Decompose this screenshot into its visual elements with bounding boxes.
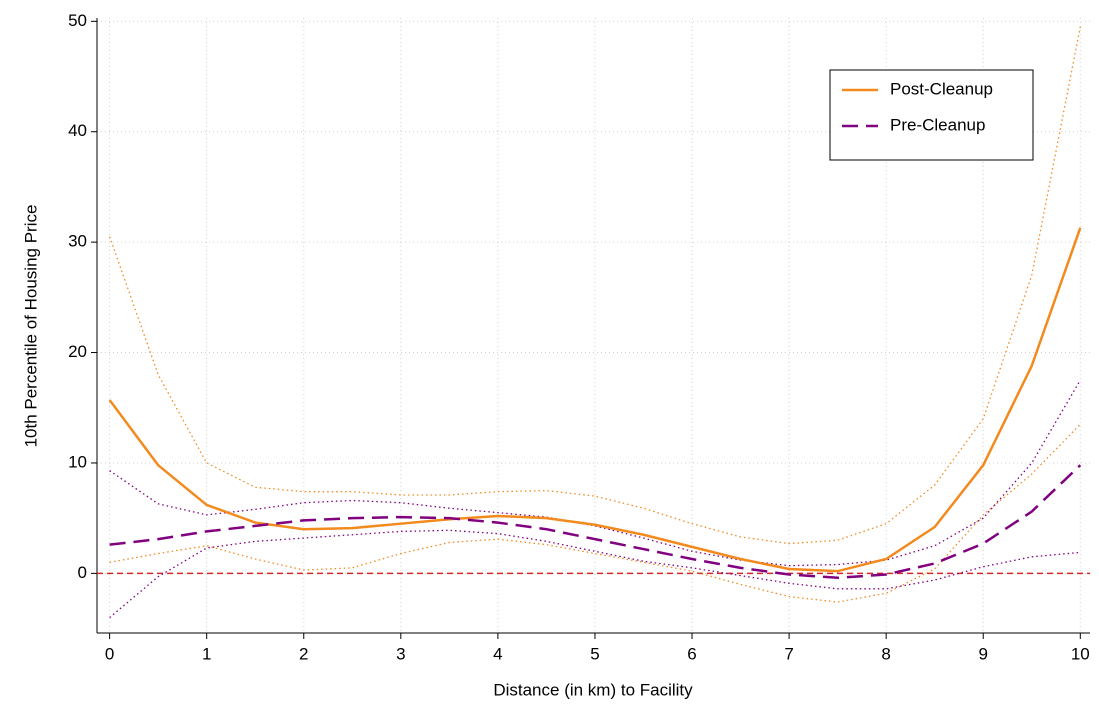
y-tick-label: 20 <box>68 342 87 361</box>
series-line <box>109 529 1081 619</box>
y-axis-label: 10th Percentile of Housing Price <box>21 205 40 448</box>
x-tick-label: 6 <box>687 644 696 663</box>
x-tick-label: 0 <box>105 644 114 663</box>
legend-label: Pre-Cleanup <box>890 115 985 134</box>
legend: Post-Cleanup Pre-Cleanup <box>829 69 1034 161</box>
x-tick-label: 10 <box>1071 644 1090 663</box>
x-axis-label: Distance (in km) to Facility <box>493 680 693 699</box>
series-line <box>109 379 1081 567</box>
x-tick-label: 5 <box>590 644 599 663</box>
x-tick-label: 2 <box>299 644 308 663</box>
x-tick-label: 3 <box>396 644 405 663</box>
y-tick-label: 0 <box>78 563 87 582</box>
x-tick-label: 9 <box>978 644 987 663</box>
y-tick-label: 50 <box>68 11 87 30</box>
legend-label: Post-Cleanup <box>890 79 993 98</box>
x-tick-label: 8 <box>881 644 890 663</box>
y-tick-label: 10 <box>68 452 87 471</box>
x-tick-label: 4 <box>493 644 502 663</box>
x-tick-label: 7 <box>784 644 793 663</box>
y-tick-label: 40 <box>68 121 87 140</box>
series-line <box>109 464 1082 580</box>
x-tick-label: 1 <box>202 644 211 663</box>
y-tick-label: 30 <box>68 232 87 251</box>
legend-box <box>829 69 1034 161</box>
series-line <box>108 227 1082 573</box>
